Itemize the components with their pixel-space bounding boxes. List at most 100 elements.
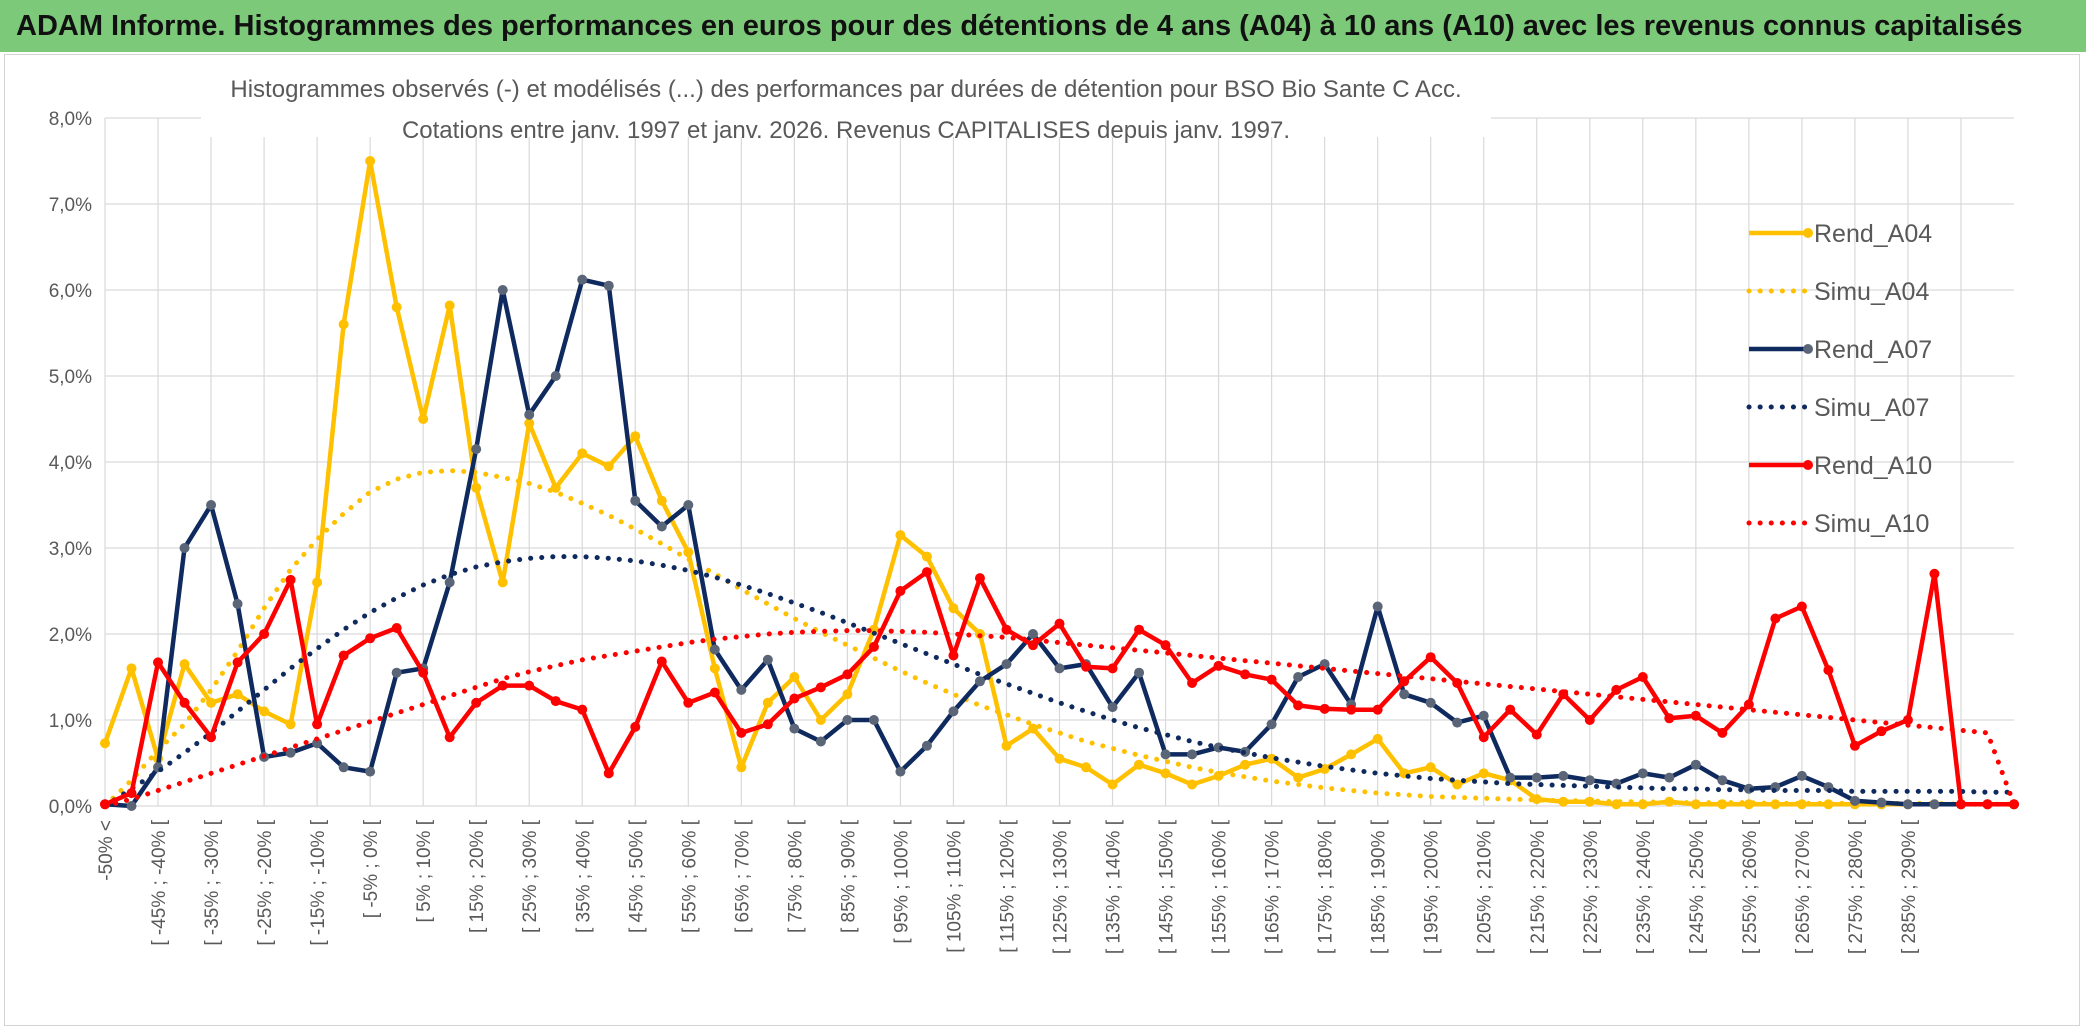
data-point — [1452, 779, 1463, 790]
legend-label: Rend_A10 — [1814, 452, 1932, 480]
data-point — [338, 319, 349, 330]
data-point — [842, 669, 853, 680]
data-point — [1982, 799, 1993, 810]
histogram-chart: 0,0% 1,0% 2,0% 3,0% 4,0% 5,0% 6,0% 7,0% 8,0% -50… — [49, 61, 2019, 954]
legend-label: Simu_A10 — [1814, 510, 1929, 538]
data-point — [1107, 663, 1118, 674]
data-point — [1134, 667, 1145, 678]
x-tick-label: [ 175% ; 180% [ — [1316, 819, 1337, 954]
series-simu-a07 — [102, 554, 2017, 809]
data-point — [444, 577, 455, 588]
data-point — [471, 697, 482, 708]
data-point — [391, 622, 402, 633]
data-point — [630, 495, 641, 506]
data-point — [471, 482, 482, 493]
data-point — [974, 573, 985, 584]
data-point — [1611, 684, 1622, 695]
data-point — [1584, 715, 1595, 725]
y-tick-label: 5,0% — [49, 367, 92, 388]
data-point — [497, 680, 508, 691]
data-point — [1823, 665, 1834, 676]
data-point — [179, 697, 190, 708]
x-tick-label: [ 195% ; 200% [ — [1422, 819, 1443, 954]
x-tick-label: -50% < — [96, 820, 117, 881]
data-point — [126, 788, 137, 799]
data-point — [153, 657, 164, 668]
data-point — [285, 719, 296, 730]
data-point — [126, 801, 137, 811]
data-point — [1876, 726, 1887, 737]
data-point — [1054, 663, 1065, 674]
x-axis-ticks: -50% < [ -45% ; -40% [[ -35% ; -30% [[ -2… — [96, 819, 1920, 954]
data-point — [126, 663, 137, 674]
data-point — [524, 409, 535, 420]
data-point — [762, 719, 773, 730]
data-point — [232, 657, 243, 668]
legend-label: Rend_A07 — [1814, 336, 1932, 364]
data-point — [1001, 624, 1012, 635]
data-point — [1107, 779, 1118, 790]
data-point — [365, 766, 376, 777]
x-tick-label: [ 15% ; 20% [ — [467, 819, 488, 933]
data-point — [497, 285, 508, 295]
data-point — [603, 280, 614, 291]
data-point — [1929, 568, 1940, 579]
data-point — [1213, 660, 1224, 671]
data-point — [789, 693, 800, 704]
data-point — [1027, 629, 1038, 639]
data-point — [948, 603, 959, 614]
data-point — [577, 448, 588, 459]
data-point — [895, 530, 906, 541]
data-point — [1664, 772, 1675, 783]
y-axis-ticks: 0,0% 1,0% 2,0% 3,0% 4,0% 5,0% 6,0% 7,0% 8,0% — [49, 109, 92, 818]
data-point — [100, 738, 110, 749]
data-point — [577, 704, 588, 715]
data-point — [789, 723, 800, 734]
x-tick-label: [ -35% ; -30% [ — [202, 819, 223, 945]
x-tick-label: [ 85% ; 90% [ — [838, 819, 859, 933]
data-point — [391, 667, 402, 678]
x-tick-label: [ 45% ; 50% [ — [626, 819, 647, 933]
legend: Rend_A04 Simu_A04 Rend_A07 Simu_A07 Rend_A10… — [1746, 220, 1932, 538]
data-point — [524, 418, 535, 429]
data-point — [206, 500, 217, 510]
data-point — [206, 732, 217, 743]
data-point — [1266, 753, 1277, 764]
x-tick-label: [ 245% ; 250% [ — [1687, 819, 1708, 954]
x-tick-label: [ 165% ; 170% [ — [1263, 819, 1284, 954]
data-point — [312, 577, 323, 588]
x-tick-label: [ 115% ; 120% [ — [997, 819, 1018, 952]
data-point — [1346, 749, 1357, 760]
series-line — [102, 468, 2017, 809]
x-tick-label: [ -45% ; -40% [ — [149, 819, 170, 945]
data-point — [1293, 772, 1304, 783]
data-point — [1902, 799, 1913, 810]
data-point — [709, 687, 720, 698]
data-point — [1240, 759, 1251, 770]
data-point — [1001, 659, 1012, 670]
data-point — [1876, 797, 1887, 808]
chart-title-line-1: Histogrammes observés (-) et modélisés (… — [230, 76, 1461, 103]
data-point — [1399, 689, 1410, 700]
data-point — [868, 641, 879, 652]
data-point — [1531, 794, 1542, 805]
x-tick-label: [ 275% ; 280% [ — [1846, 819, 1867, 954]
x-tick-label: [ -15% ; -10% [ — [308, 819, 329, 945]
data-point — [1690, 759, 1701, 770]
data-point — [656, 495, 667, 506]
y-tick-label: 3,0% — [49, 539, 92, 560]
data-point — [683, 500, 694, 510]
data-point — [1160, 768, 1171, 779]
data-point — [1240, 669, 1251, 680]
x-tick-label: [ 125% ; 130% [ — [1051, 819, 1072, 954]
x-tick-label: [ 55% ; 60% [ — [679, 819, 700, 933]
chart-frame: 0,0% 1,0% 2,0% 3,0% 4,0% 5,0% 6,0% 7,0% 8,0% -50… — [4, 54, 2080, 1026]
data-point — [285, 747, 296, 758]
x-tick-label: [ 285% ; 290% [ — [1899, 819, 1920, 954]
chart-title: Histogrammes observés (-) et modélisés (… — [201, 61, 1491, 144]
y-tick-label: 6,0% — [49, 281, 92, 302]
x-tick-label: [ 185% ; 190% [ — [1369, 819, 1390, 954]
data-point — [974, 676, 985, 687]
legend-item-rend-a04: Rend_A04 — [1749, 220, 1932, 248]
data-point — [418, 414, 429, 424]
